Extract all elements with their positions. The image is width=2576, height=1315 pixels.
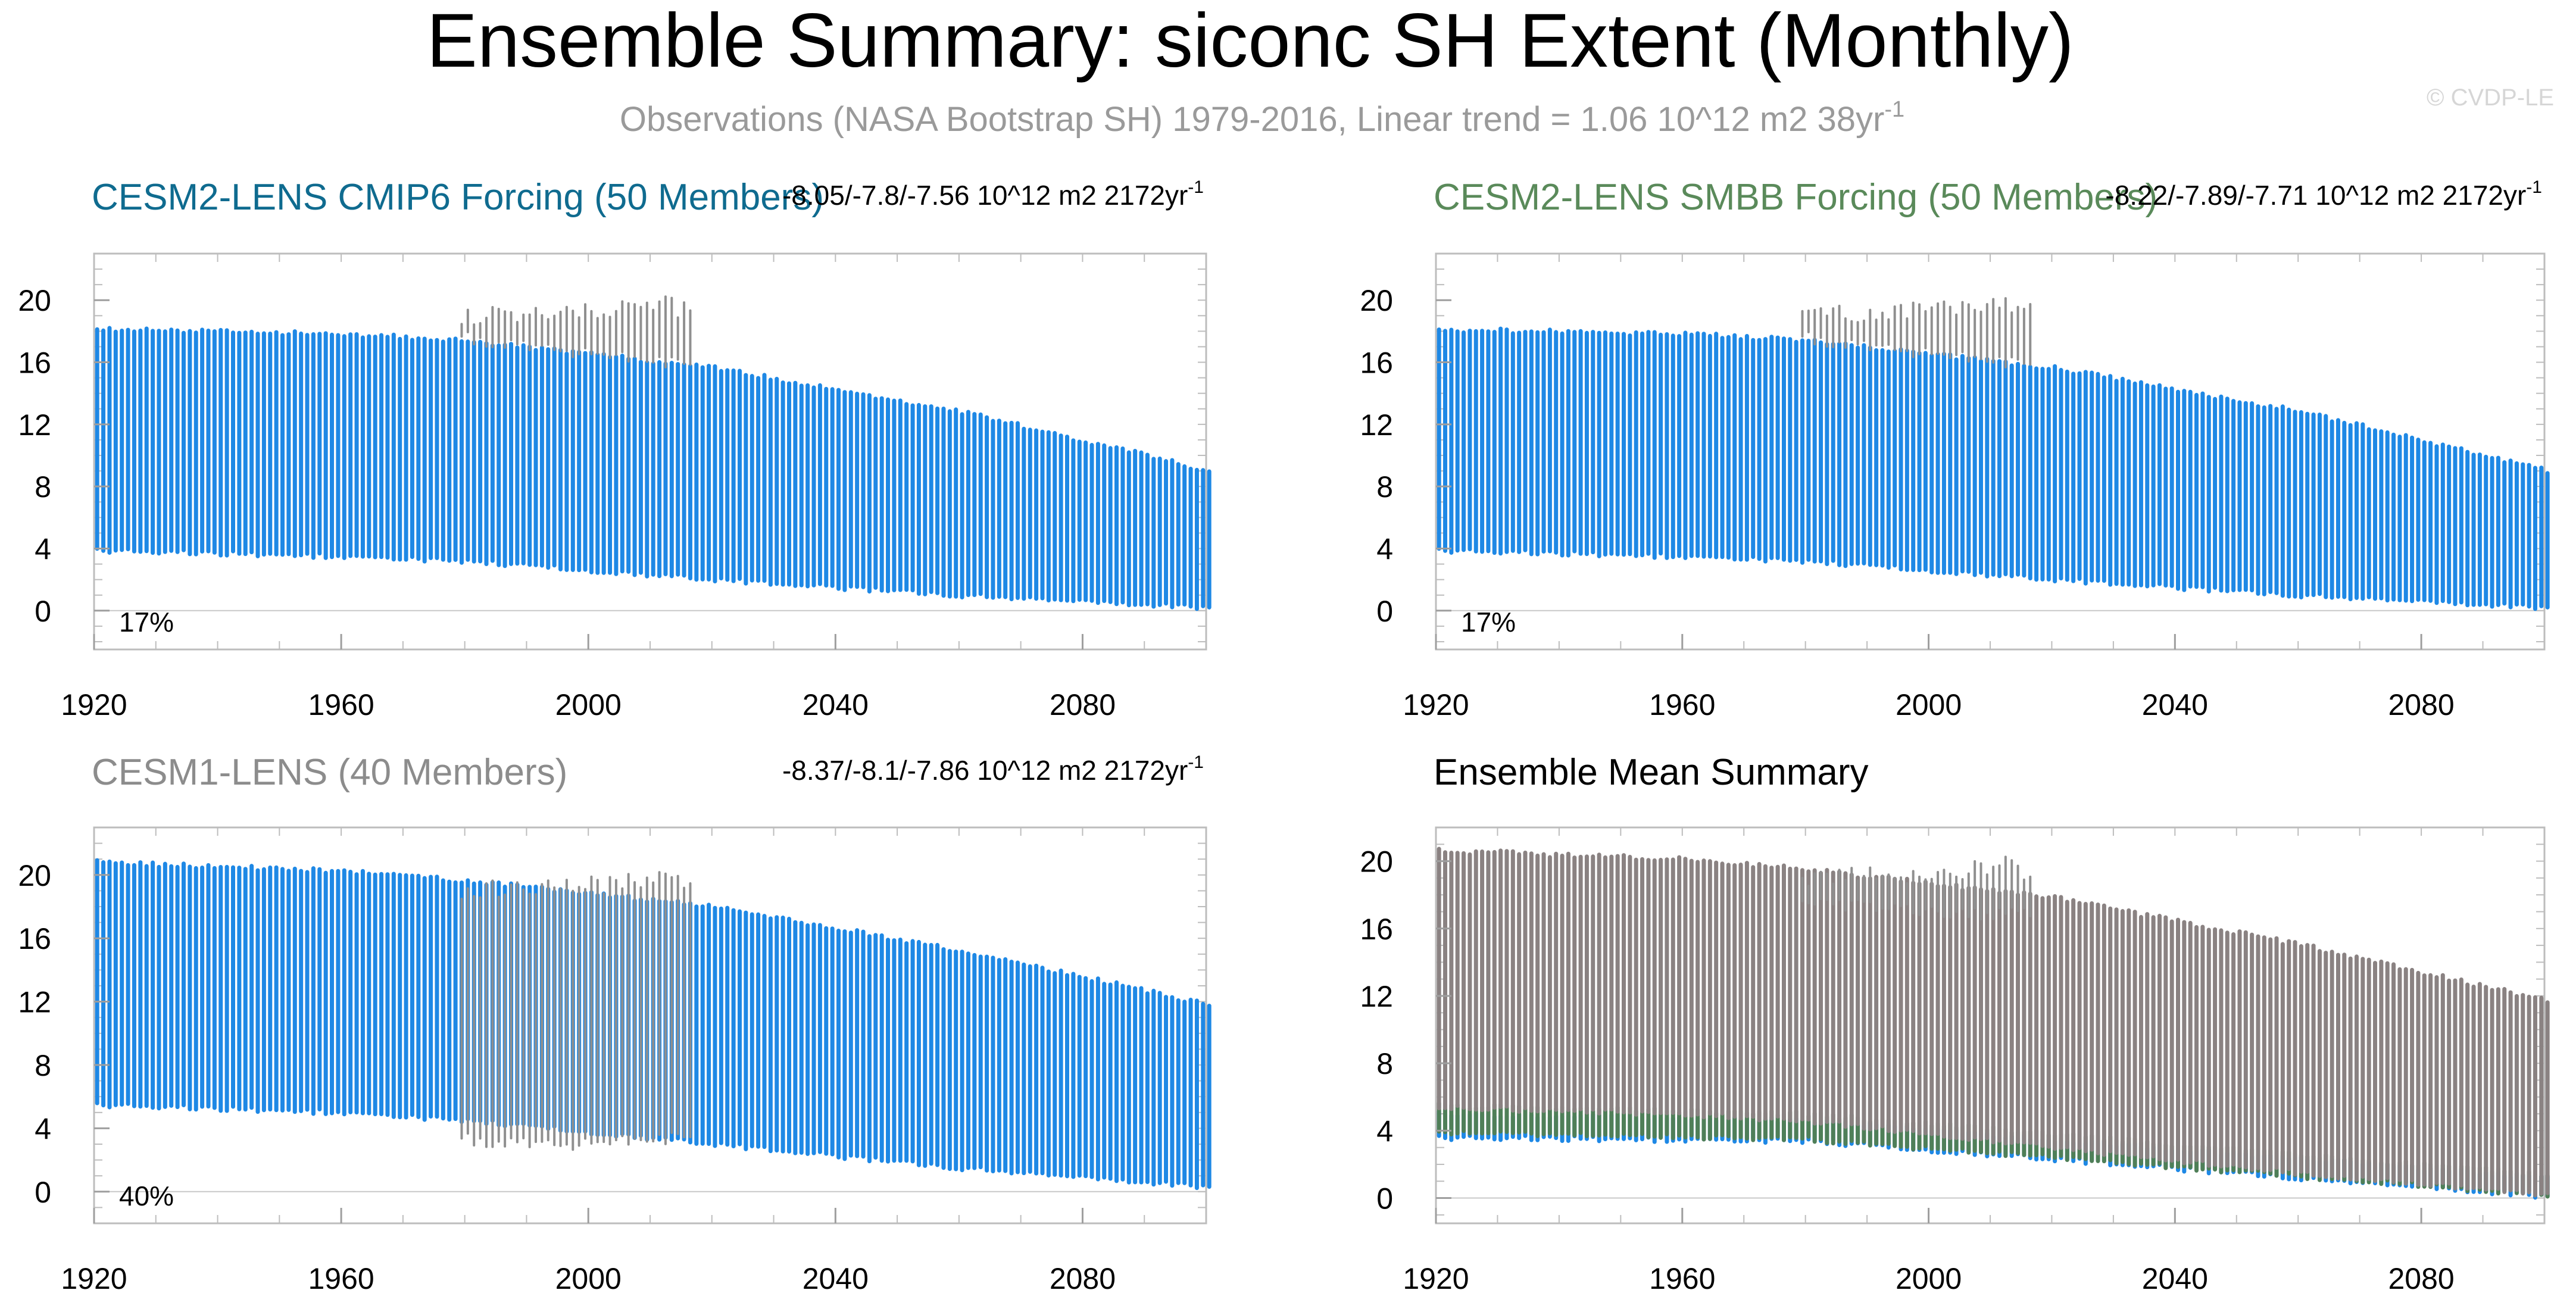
y-tick-label: 4 bbox=[1376, 532, 1393, 566]
y-tick-label: 8 bbox=[1376, 470, 1393, 504]
panel-title: CESM1-LENS (40 Members) bbox=[92, 752, 567, 793]
y-tick-label: 0 bbox=[35, 1176, 51, 1209]
y-tick-label: 20 bbox=[1360, 284, 1393, 317]
x-tick-label: 2040 bbox=[803, 688, 869, 721]
series-observations bbox=[460, 295, 692, 368]
series-observations bbox=[1801, 297, 2032, 368]
plot-frame bbox=[93, 252, 1207, 651]
y-tick-label: 20 bbox=[18, 284, 51, 317]
x-tick-label: 2040 bbox=[803, 1262, 869, 1295]
y-tick-label: 16 bbox=[18, 922, 51, 955]
panel-trend-text: -8.05/-7.8/-7.56 10^12 m2 2172yr-1 bbox=[782, 177, 1204, 211]
figure-subtitle: Observations (NASA Bootstrap SH) 1979-20… bbox=[620, 97, 1904, 139]
y-tick-label: 12 bbox=[1360, 408, 1393, 442]
y-tick-label: 8 bbox=[35, 470, 51, 504]
x-tick-label: 1960 bbox=[308, 1262, 374, 1295]
x-tick-label: 2080 bbox=[1050, 688, 1116, 721]
y-tick-label: 16 bbox=[1360, 913, 1393, 946]
panel-annotation: 17% bbox=[1461, 607, 1516, 638]
x-tick-label: 1960 bbox=[1649, 1262, 1715, 1295]
x-tick-label: 1920 bbox=[1403, 688, 1469, 721]
y-tick-label: 12 bbox=[18, 408, 51, 442]
chart-panel-1: 0 4 8 12 16 20 1920 1960 2000 2040 2080 CESM2-LENS … bbox=[18, 177, 1211, 721]
figure-subtitle-text: Observations (NASA Bootstrap SH) 1979-20… bbox=[620, 100, 1884, 139]
y-tick-label: 20 bbox=[1360, 845, 1393, 879]
series-observations bbox=[1801, 855, 2032, 921]
panel-annotation: 17% bbox=[119, 607, 174, 638]
chart-panel-4: 0 4 8 12 16 20 1920 1960 2000 2040 2080 Ensemble Me… bbox=[1360, 752, 2550, 1295]
panel-trend-main: -8.22/-7.89/-7.71 10^12 m2 2172yr bbox=[2105, 180, 2526, 211]
panel-trend-sup: -1 bbox=[1188, 752, 1204, 772]
panel-trend-text: -8.37/-8.1/-7.86 10^12 m2 2172yr-1 bbox=[782, 752, 1204, 786]
y-tick-label: 12 bbox=[1360, 980, 1393, 1013]
x-tick-label: 2080 bbox=[1050, 1262, 1116, 1295]
plot-frame bbox=[93, 826, 1207, 1225]
panel-trend-main: -8.05/-7.8/-7.56 10^12 m2 2172yr bbox=[782, 180, 1188, 211]
y-tick-label: 4 bbox=[35, 1112, 51, 1145]
series-observations bbox=[460, 871, 692, 1151]
y-tick-label: 0 bbox=[35, 595, 51, 628]
y-tick-label: 0 bbox=[1376, 1182, 1393, 1216]
x-tick-label: 1920 bbox=[61, 1262, 127, 1295]
panel-trend-sup: -1 bbox=[1188, 177, 1204, 197]
y-tick-label: 12 bbox=[18, 986, 51, 1019]
y-tick-label: 16 bbox=[18, 346, 51, 380]
chart-panel-3: 0 4 8 12 16 20 1920 1960 2000 2040 2080 CESM1-LENS … bbox=[18, 752, 1211, 1295]
y-tick-label: 16 bbox=[1360, 346, 1393, 380]
figure-title: Ensemble Summary: siconc SH Extent (Mont… bbox=[426, 0, 2074, 83]
watermark-text: © CVDP-LE bbox=[2427, 85, 2554, 111]
x-tick-label: 2000 bbox=[1896, 1262, 1962, 1295]
x-tick-label: 2080 bbox=[2388, 1262, 2454, 1295]
chart-panel-2: 0 4 8 12 16 20 1920 1960 2000 2040 2080 CESM2-LENS … bbox=[1360, 177, 2550, 721]
figure-subtitle-sup: -1 bbox=[1884, 97, 1904, 122]
series-ensemble bbox=[1437, 326, 2550, 611]
y-tick-label: 8 bbox=[1376, 1047, 1393, 1080]
panel-annotation: 40% bbox=[119, 1180, 174, 1211]
panel-trend-main: -8.37/-8.1/-7.86 10^12 m2 2172yr bbox=[782, 755, 1188, 786]
x-tick-label: 2000 bbox=[555, 688, 622, 721]
x-tick-label: 1960 bbox=[1649, 688, 1715, 721]
y-tick-label: 4 bbox=[1376, 1114, 1393, 1148]
x-tick-label: 2000 bbox=[555, 1262, 622, 1295]
x-tick-label: 1960 bbox=[308, 688, 374, 721]
x-tick-label: 2000 bbox=[1896, 688, 1962, 721]
x-tick-label: 1920 bbox=[61, 688, 127, 721]
panel-title: CESM2-LENS CMIP6 Forcing (50 Members) bbox=[92, 177, 824, 218]
panel-title: Ensemble Mean Summary bbox=[1434, 752, 1869, 793]
y-tick-label: 0 bbox=[1376, 595, 1393, 628]
x-tick-label: 2040 bbox=[2142, 688, 2208, 721]
panel-title: CESM2-LENS SMBB Forcing (50 Members) bbox=[1434, 177, 2157, 218]
panel-trend-text: -8.22/-7.89/-7.71 10^12 m2 2172yr-1 bbox=[2105, 177, 2542, 211]
panel-trend-sup: -1 bbox=[2526, 177, 2542, 197]
series-ensemble bbox=[95, 326, 1211, 611]
x-tick-label: 2080 bbox=[2388, 688, 2454, 721]
y-tick-label: 4 bbox=[35, 532, 51, 566]
plot-frame bbox=[1435, 826, 2546, 1225]
x-tick-label: 2040 bbox=[2142, 1262, 2208, 1295]
plot-frame bbox=[1435, 252, 2546, 651]
series-cesm1-lens-mean bbox=[1437, 847, 2550, 1198]
x-tick-label: 1920 bbox=[1403, 1262, 1469, 1295]
y-tick-label: 8 bbox=[35, 1049, 51, 1082]
y-tick-label: 20 bbox=[18, 859, 51, 892]
